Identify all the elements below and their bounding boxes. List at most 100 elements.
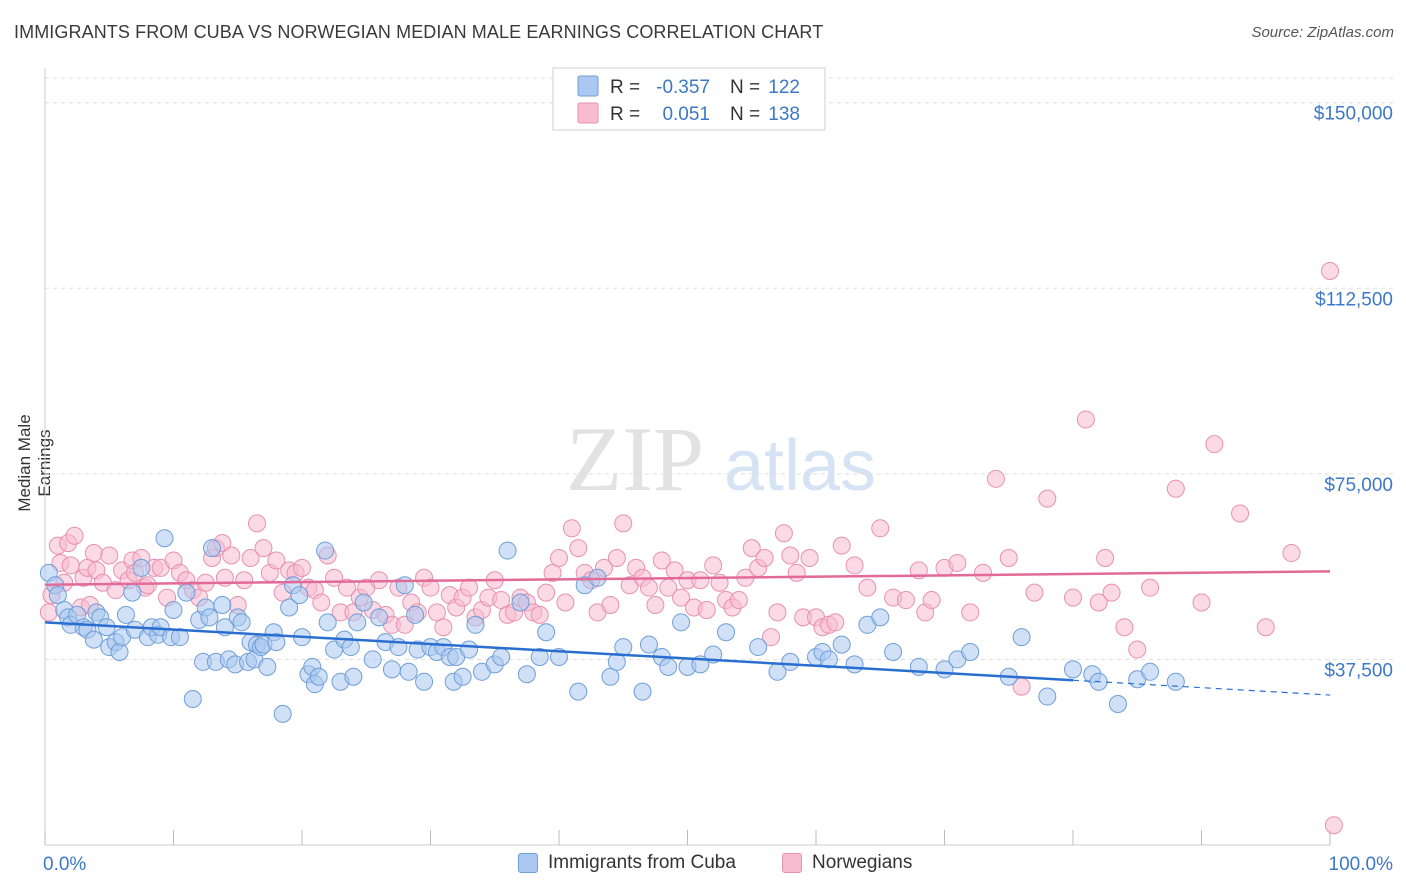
cuba-point (415, 672, 434, 691)
cuba-point (460, 640, 479, 659)
norwegians-point (61, 556, 80, 575)
trend-lines (44, 570, 1331, 696)
norwegians-point (1096, 548, 1115, 567)
norwegians-point (1205, 435, 1224, 454)
cuba-point (498, 541, 517, 560)
cuba-point (164, 600, 183, 619)
source-label: Source: ZipAtlas.com (1251, 24, 1394, 41)
norwegians-point (948, 553, 967, 572)
series-legend: Immigrants from Cuba Norwegians (0, 852, 1406, 878)
cuba-point (116, 605, 135, 624)
cuba-point (232, 613, 251, 632)
cuba-point (177, 583, 196, 602)
norwegians-point (293, 558, 311, 577)
cuba-point (406, 605, 425, 624)
cuba-point (845, 655, 864, 674)
cuba-point (453, 667, 472, 686)
cuba-point (639, 635, 658, 654)
norwegians-point (858, 578, 877, 597)
cuba-point (466, 615, 485, 634)
norwegians-point (614, 514, 633, 533)
norwegians-point (100, 546, 119, 565)
norwegians-point (1102, 583, 1121, 602)
norwegians-point (254, 539, 273, 558)
cuba-point (183, 690, 202, 709)
norwegians-point (826, 613, 845, 632)
cuba-point (601, 667, 620, 686)
norwegians-point (755, 548, 774, 567)
norwegians-point (781, 546, 800, 565)
norwegians-point (543, 563, 562, 582)
cuba-point (203, 539, 222, 558)
norwegians-point (704, 556, 723, 575)
cuba-point (48, 586, 67, 605)
norwegians-point (832, 536, 851, 555)
cuba-point (517, 665, 536, 684)
cuba-point (614, 638, 633, 657)
cuba-point (1012, 628, 1031, 647)
norwegians-point (1166, 479, 1185, 498)
cuba-point (1141, 662, 1160, 681)
cuba-point (123, 583, 142, 602)
legend-n-value: 122 (768, 77, 800, 98)
norwegians-point (492, 591, 511, 610)
cuba-point (258, 657, 277, 676)
norwegians-point (607, 548, 626, 567)
norwegians-point (1324, 816, 1343, 835)
cuba-point (363, 650, 382, 669)
cuba-point (170, 628, 189, 647)
norwegians-point (267, 551, 286, 570)
y-tick-label: $150,000 (1314, 104, 1393, 125)
norwegians-point (652, 551, 671, 570)
norwegians-point (729, 591, 748, 610)
axes (44, 68, 1331, 846)
norwegians-points (39, 261, 1343, 835)
legend-item-cuba: Immigrants from Cuba (518, 852, 736, 874)
cuba-point (884, 643, 903, 662)
cuba-point (132, 558, 151, 577)
legend-label-nor: Norwegians (812, 852, 913, 873)
cuba-point (1166, 672, 1185, 691)
cuba-point (511, 593, 530, 612)
legend-n-value: 138 (768, 104, 800, 125)
norwegians-point (787, 563, 806, 582)
legend-n-label: N = (730, 77, 760, 98)
norwegians-point (961, 603, 980, 622)
norwegians-point (697, 600, 716, 619)
cuba-point (537, 623, 556, 642)
cuba-point (819, 650, 838, 669)
norwegians-point (427, 603, 446, 622)
norwegians-point (1141, 578, 1160, 597)
norwegians-point (871, 519, 890, 538)
norwegians-point (1256, 618, 1275, 637)
norwegians-point (460, 578, 479, 597)
norwegians-point (241, 548, 260, 567)
norwegians-point (762, 628, 781, 647)
norwegians-point (1038, 489, 1057, 508)
norwegians-point (1192, 593, 1211, 612)
norwegians-point (1321, 261, 1339, 280)
norwegians-point (1076, 410, 1095, 429)
cuba-point (318, 613, 337, 632)
norwegians-point (562, 519, 581, 538)
cuba-point (781, 652, 800, 671)
norwegians-point (337, 578, 356, 597)
norwegians-point (986, 469, 1005, 488)
norwegians-point (84, 544, 103, 563)
cuba-point (399, 662, 418, 681)
norwegians-point (646, 596, 665, 615)
watermark: ZIP atlas (566, 408, 876, 510)
cuba-point (1064, 660, 1082, 679)
norwegians-point (691, 571, 710, 590)
norwegians-point (800, 548, 819, 567)
cuba-point (569, 682, 588, 701)
norwegians-point (601, 596, 620, 615)
norwegians-point (569, 539, 588, 558)
norwegians-point (896, 591, 915, 610)
cuba-point (155, 529, 174, 548)
norwegians-point (65, 526, 84, 545)
norwegians-point (222, 546, 241, 565)
cuba-point (84, 630, 103, 649)
legend-swatch-nor (577, 102, 599, 124)
